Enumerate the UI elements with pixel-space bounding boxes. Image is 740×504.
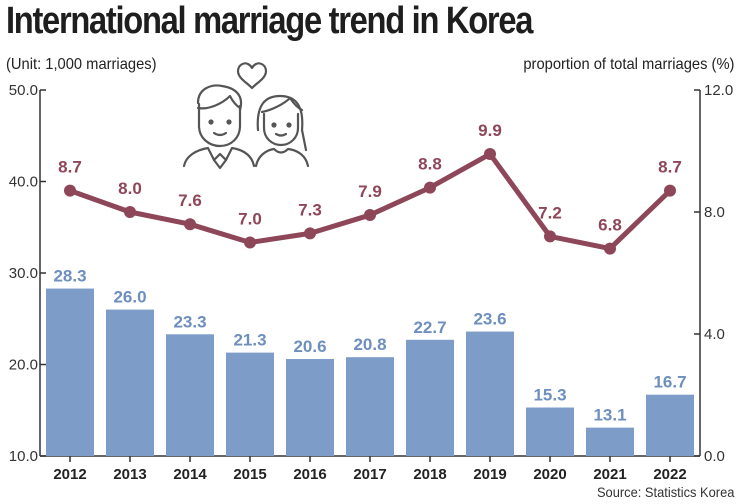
line-point <box>364 209 376 222</box>
bar <box>106 309 154 456</box>
bar-value-label: 22.7 <box>413 318 446 337</box>
bar-value-label: 16.7 <box>653 373 686 392</box>
x-axis-tick-label: 2019 <box>473 466 506 483</box>
right-axis-unit: proportion of total marriages (%) <box>522 56 734 73</box>
bar <box>466 331 514 456</box>
line-point <box>484 148 496 161</box>
bar <box>46 288 94 456</box>
line-value-label: 7.9 <box>358 182 382 201</box>
x-axis-tick-label: 2022 <box>653 466 686 483</box>
bar <box>286 359 334 456</box>
left-axis-unit: (Unit: 1,000 marriages) <box>6 56 157 73</box>
left-axis-tick-label: 10.0 <box>9 448 38 465</box>
bar-value-label: 28.3 <box>53 267 86 286</box>
couple-icon <box>182 62 310 170</box>
line-value-label: 7.3 <box>298 200 322 219</box>
line-series: 8.7 8.0 7.6 7.0 7.3 7.9 8.8 9.9 7.2 6.8 8.7 <box>58 121 682 255</box>
source-note: Source: Statistics Korea <box>596 484 734 500</box>
line-point <box>124 206 136 218</box>
bar <box>586 427 634 456</box>
bar <box>346 357 394 456</box>
bar <box>646 394 694 456</box>
line-point <box>64 184 76 197</box>
line-value-label: 8.7 <box>58 158 82 177</box>
bar-value-label: 15.3 <box>533 386 566 405</box>
line-point <box>424 181 436 194</box>
line-value-label: 9.9 <box>478 121 502 140</box>
bar-value-label: 20.6 <box>293 337 326 356</box>
line-point <box>664 184 676 197</box>
line-point <box>544 230 556 243</box>
right-axis-tick-label: 12.0 <box>704 82 733 99</box>
chart-title: International marriage trend in Korea <box>6 0 533 42</box>
line-point <box>304 227 316 240</box>
line-value-label: 6.8 <box>598 216 622 235</box>
left-axis-tick-label: 40.0 <box>9 174 38 191</box>
right-axis-tick-label: 0.0 <box>704 448 725 465</box>
line-value-label: 8.8 <box>418 155 442 174</box>
bar <box>526 407 574 456</box>
x-axis-tick-label: 2013 <box>113 466 146 483</box>
x-axis-tick-label: 2018 <box>413 466 446 483</box>
bar <box>406 339 454 456</box>
bar-value-label: 23.6 <box>473 310 506 329</box>
line-value-label: 8.7 <box>658 158 682 177</box>
line-value-label: 7.6 <box>178 191 202 210</box>
x-axis-tick-label: 2017 <box>353 466 386 483</box>
bar-value-label: 21.3 <box>233 331 266 350</box>
right-axis-tick-label: 4.0 <box>704 326 725 343</box>
left-axis-tick-label: 20.0 <box>9 357 38 374</box>
bar <box>226 352 274 456</box>
line-path <box>69 151 672 252</box>
line-value-label: 7.0 <box>238 210 262 229</box>
bar-value-label: 20.8 <box>353 335 386 354</box>
x-axis-tick-label: 2015 <box>233 466 266 483</box>
line-point <box>184 218 196 231</box>
line-point <box>604 242 616 255</box>
bar <box>166 334 214 456</box>
x-axis-tick-label: 2012 <box>53 466 86 483</box>
left-axis-tick-label: 50.0 <box>9 82 38 99</box>
left-axis-tick-label: 30.0 <box>9 265 38 282</box>
bars: 28.3 26.0 23.3 21.3 20.6 20.8 22.7 23.6 15.3 13.1… <box>46 267 694 456</box>
line-value-label: 7.2 <box>538 203 562 222</box>
line-value-label: 8.0 <box>118 179 142 198</box>
x-axis-tick-label: 2020 <box>533 466 566 483</box>
line-point <box>244 236 256 249</box>
bar-value-label: 26.0 <box>113 288 146 307</box>
right-axis-tick-label: 8.0 <box>704 204 725 221</box>
bar-value-label: 23.3 <box>173 312 206 331</box>
x-axis-tick-label: 2016 <box>293 466 326 483</box>
x-axis-tick-label: 2014 <box>173 466 207 483</box>
bar-value-label: 13.1 <box>593 406 626 425</box>
x-axis-tick-label: 2021 <box>593 466 626 483</box>
